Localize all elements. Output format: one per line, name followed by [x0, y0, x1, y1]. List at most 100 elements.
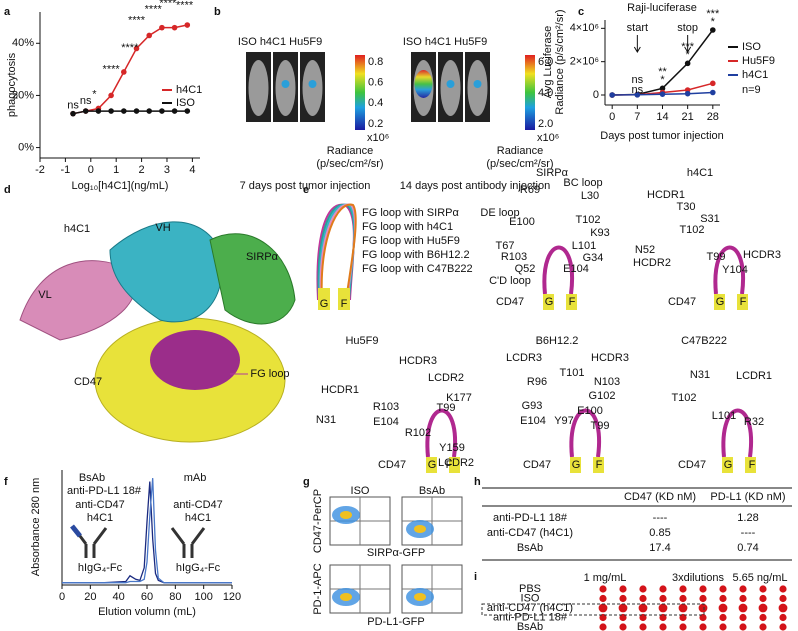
residue-label: R69 — [520, 184, 540, 196]
significance: **** — [176, 0, 194, 12]
loop-ribbon — [713, 245, 746, 295]
x-tick-label: 0 — [609, 111, 615, 123]
y-tick-label: 0% — [18, 141, 34, 153]
residue-label: HCDR2 — [633, 257, 671, 269]
strand — [566, 294, 577, 310]
panel-letter: g — [303, 476, 310, 488]
subpanel-title: SIRPα — [536, 167, 569, 179]
y-tick-label: 40% — [12, 37, 34, 49]
x-tick-label: -1 — [61, 164, 71, 176]
residue-label: T102 — [679, 224, 704, 236]
table-cell: 17.4 — [649, 542, 670, 554]
dot — [739, 613, 747, 622]
residue-label: Y159 — [439, 442, 465, 454]
residue-label: R102 — [405, 427, 431, 439]
significance: **** — [103, 63, 121, 75]
column-header: PD-L1 (KD nM) — [710, 491, 785, 503]
dot — [719, 585, 727, 593]
y-tick-label: 4×10⁶ — [570, 22, 599, 34]
residue-label: LCDR3 — [506, 352, 542, 364]
table-cell: ---- — [741, 527, 756, 539]
panel-letter: a — [4, 6, 11, 18]
dot — [779, 613, 787, 622]
dot — [638, 603, 648, 613]
dot — [679, 623, 687, 631]
column-label: BsAb — [419, 485, 445, 497]
signal-spot — [281, 80, 290, 88]
data-point — [184, 22, 191, 28]
loop-ribbon — [569, 408, 602, 458]
residue-label: Q52 — [515, 263, 536, 275]
residue-label: G34 — [583, 252, 604, 264]
colorbar — [355, 55, 365, 130]
x-tick-label: 3 — [164, 164, 170, 176]
dot — [598, 603, 608, 613]
series-line — [72, 110, 188, 115]
group-label: ISO h4C1 Hu5F9 — [403, 36, 487, 48]
strand-f — [338, 288, 350, 310]
column-label: ISO — [351, 485, 370, 497]
residue-label: E100 — [509, 216, 535, 228]
residue-label: G — [724, 459, 733, 471]
residue-label: N52 — [635, 244, 655, 256]
dot — [658, 603, 668, 613]
legend-label: FG loop with B6H12.2 — [362, 249, 470, 261]
residue-label: T67 — [496, 240, 515, 252]
dot — [599, 613, 607, 622]
legend-label: h4C1 — [176, 84, 202, 96]
strand — [570, 457, 581, 473]
construct-label: anti-CD47 — [173, 499, 223, 511]
data-point — [159, 24, 165, 31]
colorbar-tick: 0.6 — [368, 77, 383, 89]
construct-label: h4C1 — [87, 512, 113, 524]
row-label: PBS — [519, 583, 541, 595]
structure-label: h4C1 — [64, 223, 90, 235]
residue-label: E100 — [577, 405, 603, 417]
data-point — [146, 32, 153, 39]
caption: 7 days post tumor injection — [240, 180, 371, 192]
residue-label: S31 — [700, 213, 720, 225]
strand — [745, 457, 756, 473]
dot — [618, 603, 628, 613]
event-arrow — [684, 35, 692, 53]
panel-letter: d — [4, 184, 11, 196]
table-cell: 0.85 — [649, 527, 670, 539]
data-point — [133, 108, 140, 114]
strand-label: F — [341, 298, 348, 310]
row-label: BsAb — [517, 621, 543, 631]
x-axis-title: Log₁₀[h4C1](ng/mL) — [72, 180, 169, 192]
fg-loop — [320, 203, 357, 301]
panel-letter: f — [4, 476, 8, 488]
residue-label: G — [572, 459, 581, 471]
dot — [659, 613, 667, 622]
data-point — [70, 110, 76, 117]
flow-density-core — [340, 593, 352, 601]
x-tick-label: -2 — [35, 164, 45, 176]
dot — [759, 623, 767, 631]
residue-label: E104 — [563, 263, 589, 275]
flow-density-core — [340, 511, 352, 519]
x-tick-label: 4 — [189, 164, 195, 176]
x-tick-label: 60 — [141, 591, 153, 603]
residue-label: Y97 — [554, 415, 574, 427]
strand — [543, 294, 554, 310]
data-point — [121, 69, 127, 75]
residue-label: HCDR3 — [591, 352, 629, 364]
panel-letter: e — [303, 184, 309, 196]
significance: **** — [145, 3, 163, 15]
construct-title: BsAb — [79, 472, 105, 484]
residue-label: L30 — [581, 190, 599, 202]
significance: *** — [681, 41, 695, 53]
table-cell: anti-CD47 (h4C1) — [487, 527, 573, 539]
residue-label: N31 — [690, 369, 710, 381]
sirpa-ribbon — [209, 233, 296, 325]
residue-label: R103 — [501, 251, 527, 263]
data-point — [659, 91, 666, 97]
dot — [698, 603, 708, 613]
x-tick-label: 120 — [223, 591, 241, 603]
signal-spot — [308, 80, 317, 88]
residue-label: LCDR1 — [736, 370, 772, 382]
fg-patch — [150, 330, 240, 390]
loop-ribbon — [425, 408, 458, 458]
